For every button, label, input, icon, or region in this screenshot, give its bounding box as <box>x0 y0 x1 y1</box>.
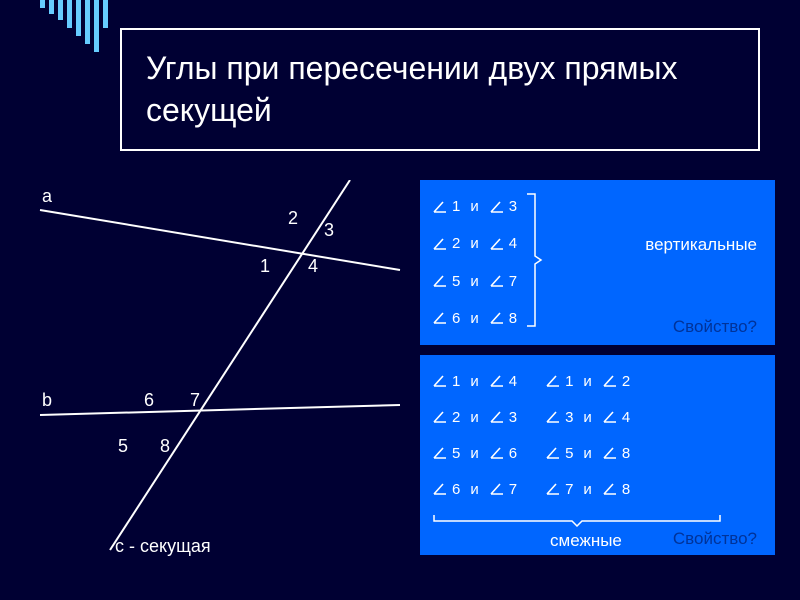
label-4: 4 <box>308 256 318 277</box>
angle-pair: 5и8 <box>545 445 630 462</box>
line-b <box>40 405 400 415</box>
geometry-diagram: a b 1 2 3 4 5 6 7 8 с - секущая <box>30 180 420 570</box>
title-text: Углы при пересечении двух прямых секущей <box>146 50 678 128</box>
angle-pair: 5и6 <box>432 445 517 462</box>
line-a <box>40 210 400 270</box>
panel-vertical: 1и3 2и4 5и7 6и8 вертикальные Свойство? <box>420 180 775 345</box>
label-b: b <box>42 390 52 411</box>
label-1: 1 <box>260 256 270 277</box>
panel-adjacent: 1и4 2и3 5и6 6и7 1и2 3и4 5и8 7и8 смежные Свойст… <box>420 355 775 555</box>
secant-label: с - секущая <box>115 536 211 557</box>
adjacent-col1: 1и4 2и3 5и6 6и7 <box>432 365 517 505</box>
angle-pair: 6и8 <box>432 310 517 327</box>
angle-pair: 6и7 <box>432 481 517 498</box>
decor-bars <box>40 0 108 52</box>
bracket-h-icon <box>432 513 722 527</box>
angle-pair: 2и3 <box>432 409 517 426</box>
angle-pair: 1и4 <box>432 373 517 390</box>
bracket-icon <box>525 190 543 330</box>
vertical-property-link[interactable]: Свойство? <box>673 317 757 337</box>
angle-pair: 7и8 <box>545 481 630 498</box>
angle-pair: 1и2 <box>545 373 630 390</box>
adjacent-label: смежные <box>550 531 622 551</box>
vertical-label: вертикальные <box>645 235 757 255</box>
angle-pair: 2и4 <box>432 235 517 252</box>
label-7: 7 <box>190 390 200 411</box>
label-6: 6 <box>144 390 154 411</box>
diagram-lines <box>30 180 420 570</box>
slide-title: Углы при пересечении двух прямых секущей <box>120 28 760 151</box>
label-3: 3 <box>324 220 334 241</box>
angle-pair: 1и3 <box>432 198 517 215</box>
adjacent-col2: 1и2 3и4 5и8 7и8 <box>545 365 630 505</box>
label-5: 5 <box>118 436 128 457</box>
angle-pair: 5и7 <box>432 273 517 290</box>
adjacent-property-link[interactable]: Свойство? <box>673 529 757 549</box>
angle-pair: 3и4 <box>545 409 630 426</box>
vertical-pairs: 1и3 2и4 5и7 6и8 <box>432 190 517 335</box>
label-8: 8 <box>160 436 170 457</box>
label-a: a <box>42 186 52 207</box>
line-c <box>110 180 350 550</box>
label-2: 2 <box>288 208 298 229</box>
